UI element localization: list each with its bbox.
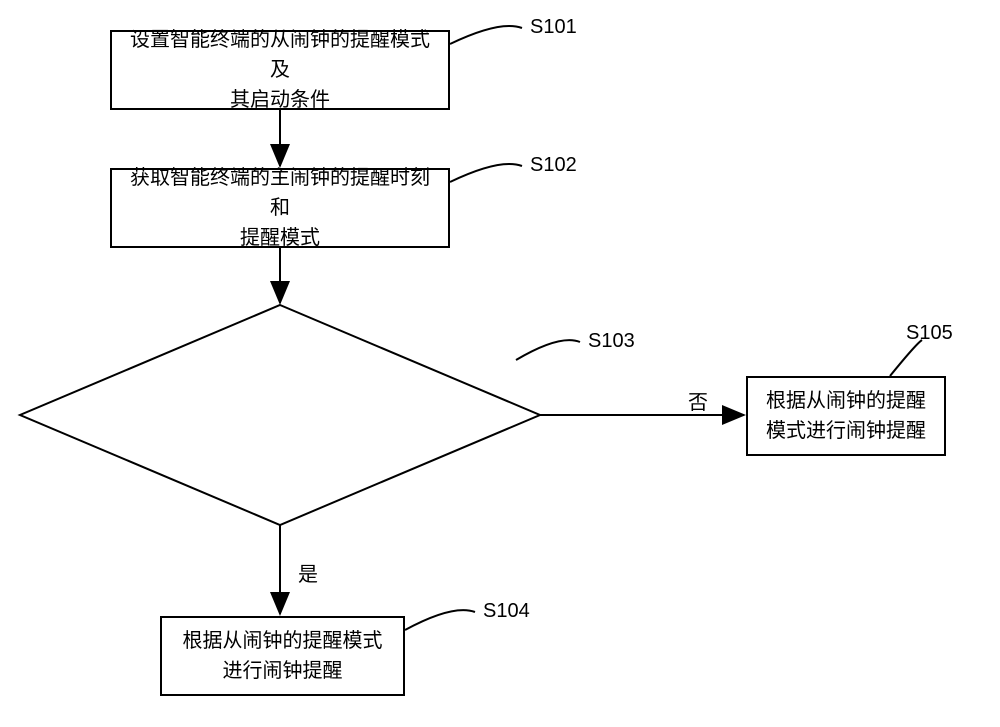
callout-s101	[450, 26, 522, 44]
decision-s103-text-container: 当所述主闹钟的提醒时刻到来时，判断当前闹钟是否符合所述从闹钟的启动条件？	[80, 380, 480, 444]
edge-label-yes: 是	[298, 558, 318, 587]
s105-text: 根据从闹钟的提醒模式进行闹钟提醒	[766, 386, 926, 446]
callout-s104	[405, 610, 475, 630]
label-s102: S102	[530, 154, 577, 177]
s104-text: 根据从闹钟的提醒模式进行闹钟提醒	[183, 626, 383, 686]
process-s101: 设置智能终端的从闹钟的提醒模式及其启动条件	[110, 30, 450, 110]
s103-text: 当所述主闹钟的提醒时刻到来时，判断当前闹钟是否符合所述从闹钟的启动条件？	[100, 385, 460, 439]
callout-s102	[450, 164, 522, 182]
process-s104: 根据从闹钟的提醒模式进行闹钟提醒	[160, 616, 405, 696]
edge-label-no: 否	[688, 386, 708, 415]
process-s102: 获取智能终端的主闹钟的提醒时刻和提醒模式	[110, 168, 450, 248]
label-s103: S103	[588, 330, 635, 353]
process-s105: 根据从闹钟的提醒模式进行闹钟提醒	[746, 376, 946, 456]
callout-s105	[890, 340, 922, 376]
label-s101: S101	[530, 16, 577, 39]
callout-s103	[516, 340, 580, 360]
label-s104: S104	[483, 600, 530, 623]
label-s105: S105	[906, 322, 953, 345]
s102-text: 获取智能终端的主闹钟的提醒时刻和提醒模式	[124, 163, 436, 253]
s101-text: 设置智能终端的从闹钟的提醒模式及其启动条件	[124, 25, 436, 115]
